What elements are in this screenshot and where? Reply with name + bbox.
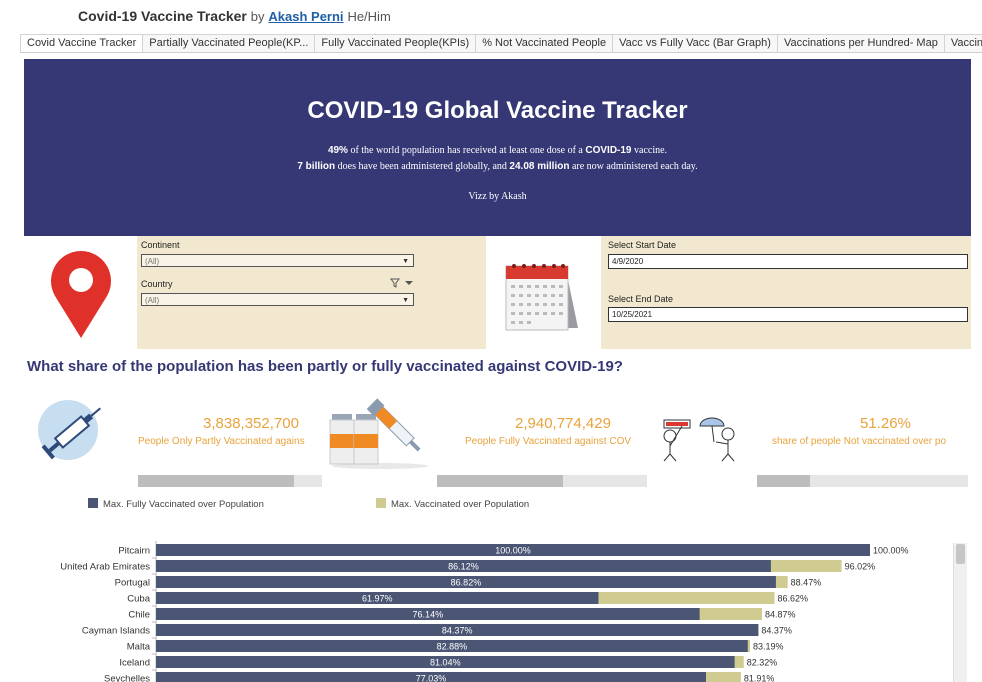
tab-vacc-vs-fully[interactable]: Vacc vs Fully Vacc (Bar Graph) [612, 34, 778, 52]
bar-fully-vaccinated [156, 560, 771, 572]
bar-chart-svg: Pitcairn 100.00% 100.00% United Arab Emirat… [60, 541, 909, 682]
data-label-fully: 86.12% [448, 562, 479, 572]
kpi-fully-bar [437, 475, 647, 487]
category-label: United Arab Emirates [60, 562, 150, 573]
author-pronouns: He/Him [347, 9, 391, 24]
data-label-vaccinated: 84.87% [765, 610, 796, 620]
data-label-vaccinated: 84.37% [761, 626, 792, 636]
kpi-partly-bar [138, 475, 322, 487]
kpi-not-vaccinated-bar-fill [757, 475, 810, 487]
vaccine-vials-icon [329, 398, 428, 469]
kpi-partly-bar-fill [138, 475, 295, 487]
scrollbar-thumb[interactable] [956, 544, 965, 564]
category-label: Cayman Islands [82, 626, 150, 637]
data-label-vaccinated: 86.62% [777, 594, 808, 604]
tab-partially-vaccinated[interactable]: Partially Vaccinated People(KP... [142, 34, 316, 52]
chart-scrollbar[interactable] [953, 543, 967, 682]
continent-value: (All) [145, 257, 160, 266]
filter-panel: Continent (All) ▼ Country (All) ▼ Select S… [24, 236, 971, 349]
kpi-partly-value: 3,838,352,700 [203, 415, 299, 432]
tab-fully-vaccinated[interactable]: Fully Vaccinated People(KPIs) [314, 34, 477, 52]
workbook-header: Covid-19 Vaccine Tracker by Akash Perni … [78, 8, 391, 24]
filter-icon[interactable] [390, 278, 414, 288]
bar-fully-vaccinated [156, 592, 599, 604]
bar-fully-vaccinated [156, 640, 748, 652]
bar-fully-vaccinated [156, 624, 759, 636]
data-label-fully: 84.37% [442, 626, 473, 636]
title-banner: COVID-19 Global Vaccine Tracker 49% of t… [24, 59, 971, 236]
data-label-fully: 86.82% [451, 578, 482, 588]
bar-fully-vaccinated [156, 656, 735, 668]
kpi-not-vaccinated-value: 51.26% [860, 415, 911, 432]
bar-fully-vaccinated [156, 576, 776, 588]
kpi-not-vaccinated-label: share of people Not vaccinated over po [772, 436, 946, 447]
start-date-input[interactable]: 4/9/2020 [608, 254, 968, 269]
bar-fully-vaccinated [156, 608, 700, 620]
banner-credit: Vizz by Akash [468, 191, 527, 202]
country-value: (All) [145, 296, 160, 305]
category-label: Seychelles [104, 674, 150, 682]
data-label-vaccinated: 88.47% [791, 578, 822, 588]
category-label: Iceland [119, 658, 150, 669]
category-label: Malta [127, 642, 151, 653]
start-date-label: Select Start Date [608, 240, 677, 250]
tab-not-vaccinated[interactable]: % Not Vaccinated People [475, 34, 614, 52]
data-label-fully: 81.04% [430, 658, 461, 668]
category-label: Pitcairn [118, 546, 150, 557]
bar-fully-vaccinated [156, 544, 870, 556]
end-date-label: Select End Date [608, 294, 674, 304]
banner-line-1: 49% of the world population has received… [327, 145, 668, 156]
section-question: What share of the population has been pa… [27, 358, 623, 375]
calendar-icon [505, 264, 578, 331]
bar-fully-vaccinated [156, 672, 706, 682]
legend-swatch-fully [88, 498, 98, 508]
kpi-fully-bar-fill [437, 475, 563, 487]
continent-dropdown[interactable]: (All) ▼ [141, 254, 414, 267]
legend-swatch-partly [376, 498, 386, 508]
legend-item-partly[interactable]: Max. Vaccinated over Population [376, 498, 529, 510]
banner-line-2: 7 billion does have been administered gl… [297, 161, 698, 172]
data-label-fully: 61.97% [362, 594, 393, 604]
continent-label: Continent [141, 240, 180, 250]
kpi-fully-label: People Fully Vaccinated against COV [465, 436, 632, 447]
vaccination-bar-chart: Pitcairn 100.00% 100.00% United Arab Emirat… [24, 541, 968, 682]
legend-item-fully[interactable]: Max. Fully Vaccinated over Population [88, 498, 264, 510]
data-label-fully: 77.03% [416, 674, 447, 682]
tab-vaccinations-map[interactable]: Vaccinations per Hundred- Map [776, 34, 945, 52]
data-label-fully: 76.14% [413, 610, 444, 620]
kpi-partly-label: People Only Partly Vaccinated agains [138, 436, 305, 447]
country-label: Country [141, 279, 173, 289]
sheet-tabs: Covid Vaccine Tracker Partially Vaccinate… [20, 34, 982, 53]
people-cartoon-icon [663, 417, 735, 462]
end-date-input[interactable]: 10/25/2021 [608, 307, 968, 322]
data-label-vaccinated: 81.91% [744, 674, 775, 682]
kpi-fully-value: 2,940,774,429 [515, 415, 611, 432]
calendar-box [486, 236, 601, 349]
chevron-down-icon: ▼ [402, 258, 409, 265]
tab-covid-vaccine-tracker[interactable]: Covid Vaccine Tracker [20, 34, 144, 52]
chevron-down-icon: ▼ [402, 297, 409, 304]
category-label: Chile [128, 610, 150, 621]
by-text: by [250, 9, 265, 24]
category-label: Portugal [115, 578, 150, 589]
data-label-fully: 100.00% [495, 546, 531, 556]
data-label-fully: 82.88% [437, 642, 468, 652]
category-label: Cuba [127, 594, 150, 605]
data-label-vaccinated: 96.02% [845, 562, 876, 572]
syringe-vial-icon [38, 400, 101, 460]
map-pin-icon [51, 251, 111, 338]
workbook-title: Covid-19 Vaccine Tracker [78, 8, 247, 24]
location-pin-box [24, 236, 137, 349]
data-label-vaccinated: 83.19% [753, 642, 784, 652]
data-label-vaccinated: 100.00% [873, 546, 909, 556]
author-link[interactable]: Akash Perni [268, 9, 344, 24]
data-label-vaccinated: 82.32% [747, 658, 778, 668]
kpi-not-vaccinated-bar [757, 475, 968, 487]
tab-vaccin-truncated[interactable]: Vaccin [943, 34, 982, 52]
dashboard-title: COVID-19 Global Vaccine Tracker [307, 97, 688, 124]
legend-label-fully: Max. Fully Vaccinated over Population [103, 499, 264, 510]
legend-label-partly: Max. Vaccinated over Population [391, 499, 530, 510]
country-dropdown[interactable]: (All) ▼ [141, 293, 414, 306]
